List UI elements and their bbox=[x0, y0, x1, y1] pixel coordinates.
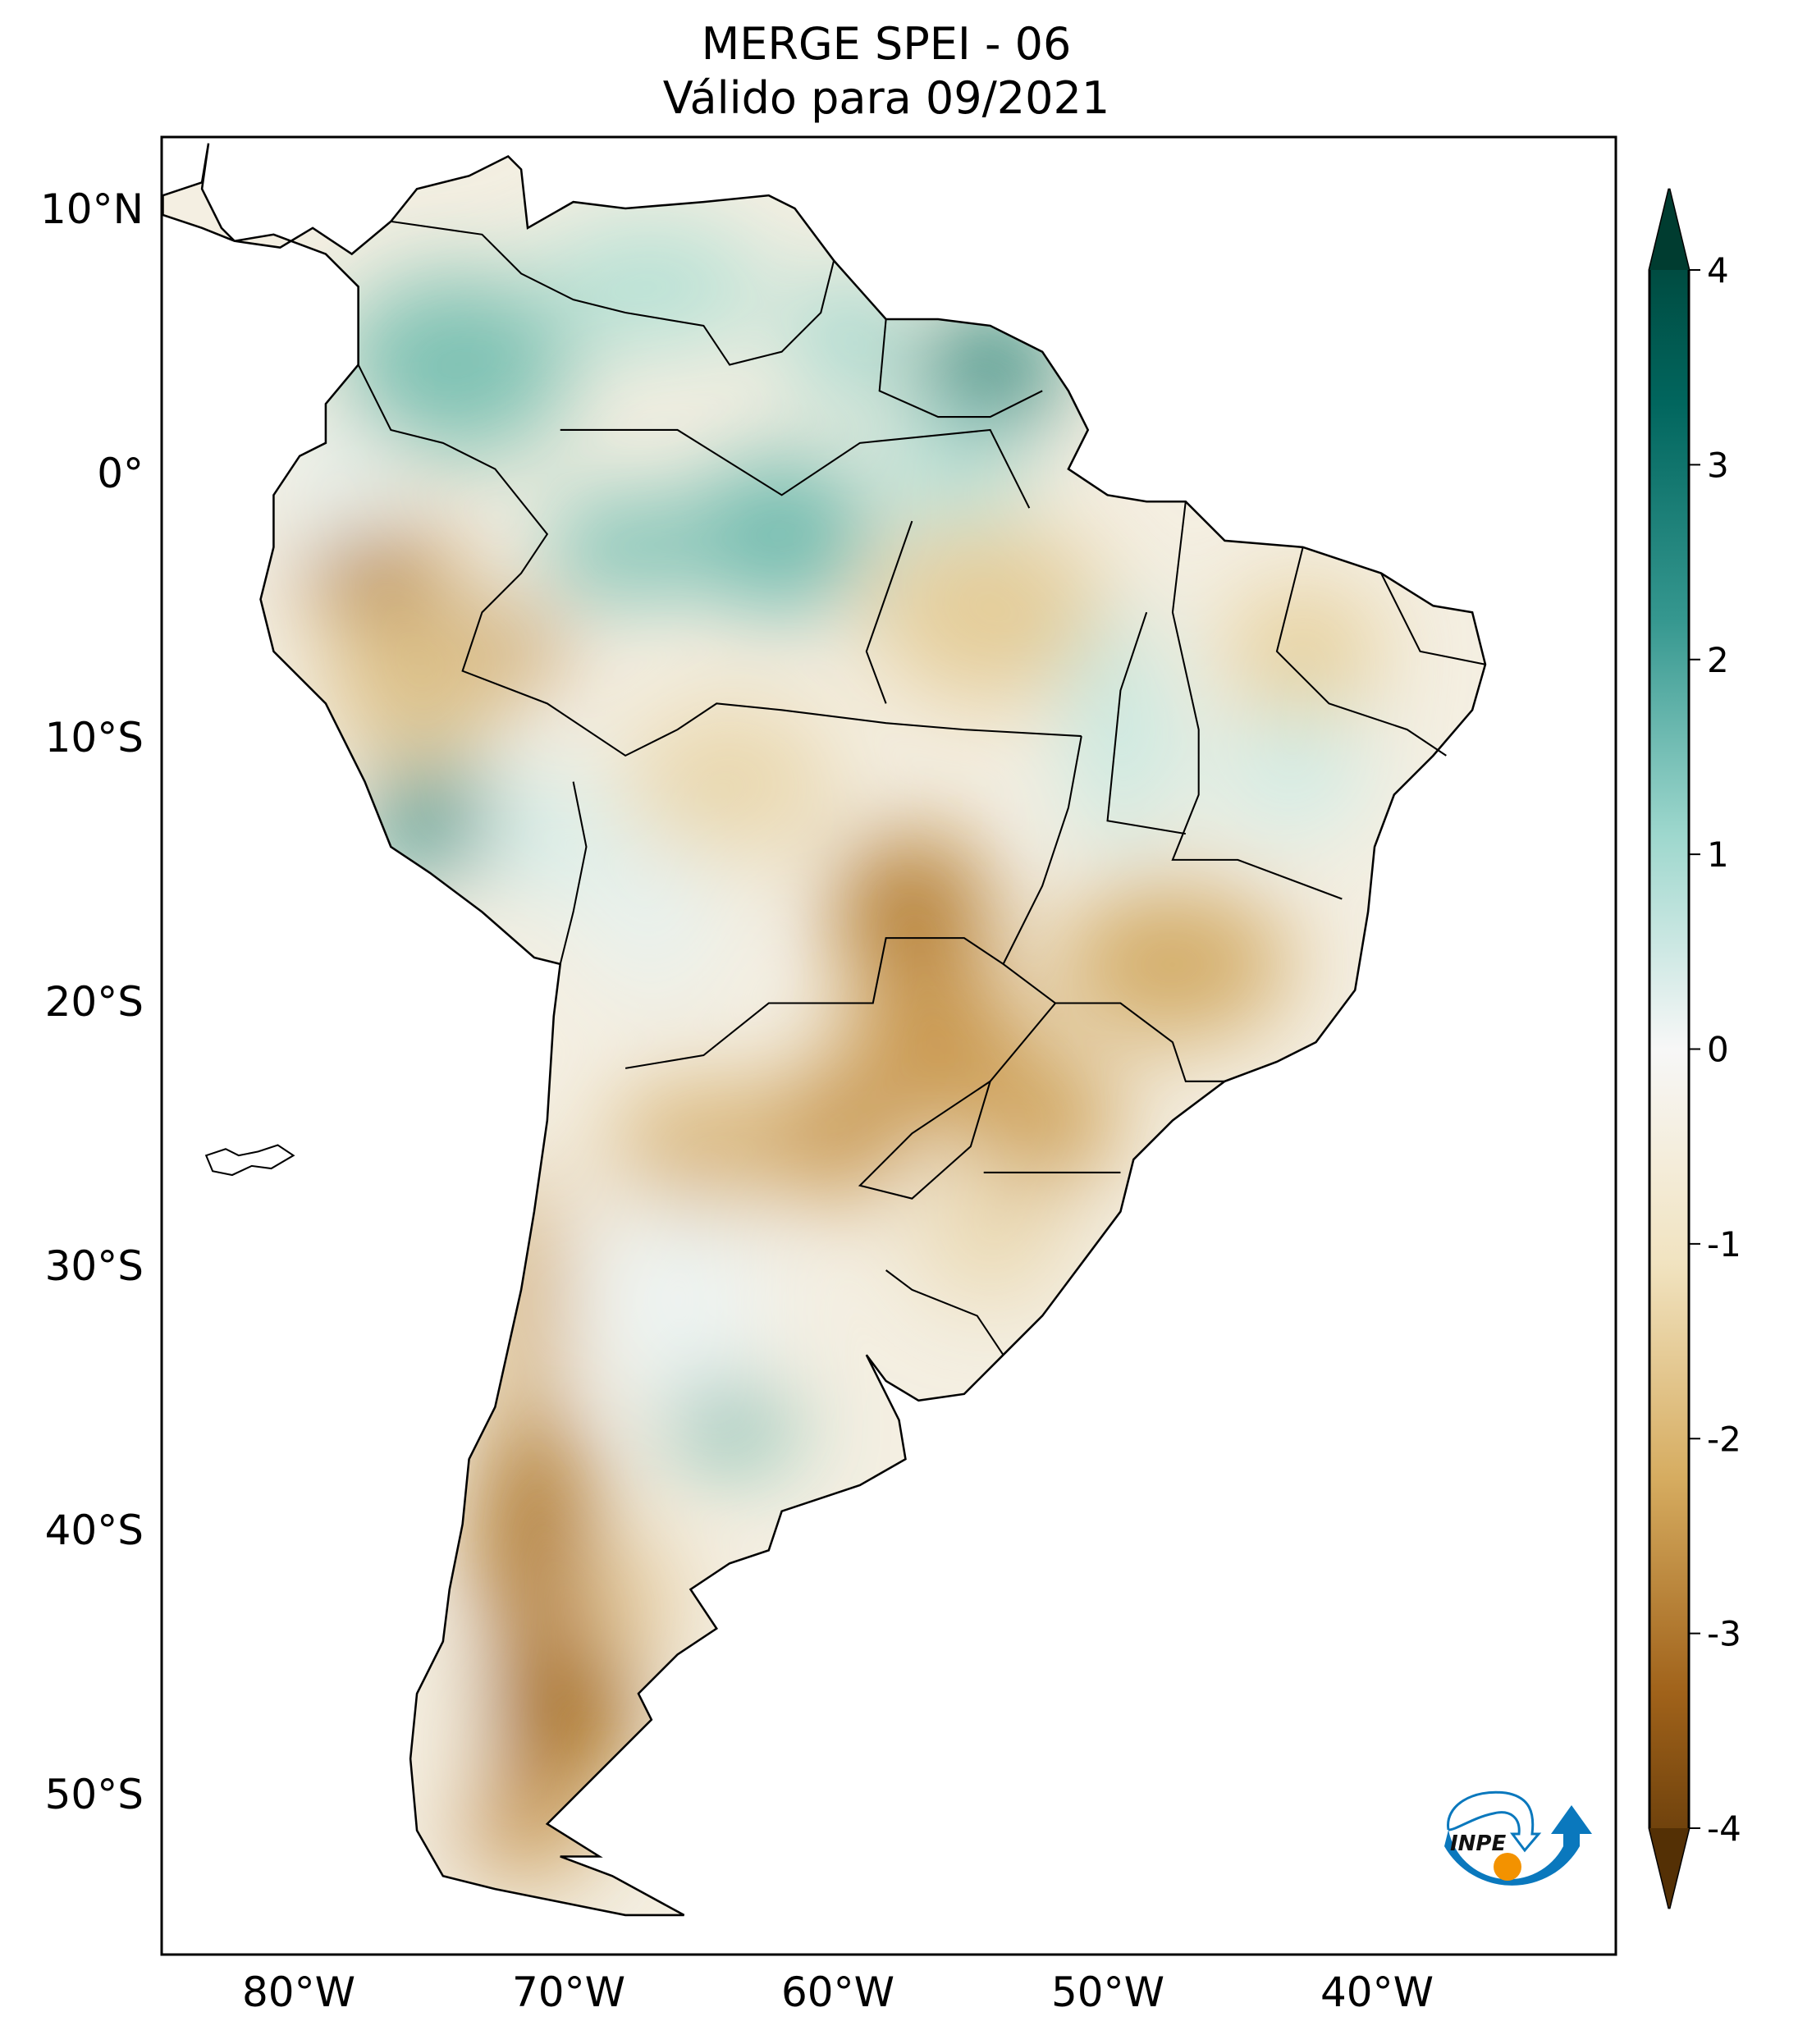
lat-tick: 10°N bbox=[40, 185, 144, 233]
colorbar-tick-label: -4 bbox=[1707, 1809, 1741, 1849]
logo-text: INPE bbox=[1450, 1831, 1506, 1856]
colorbar-tick-label: 3 bbox=[1707, 445, 1729, 485]
colorbar-tick-label: 1 bbox=[1707, 835, 1729, 875]
falkland-islands bbox=[204, 1144, 295, 1177]
lon-tick: 70°W bbox=[512, 1969, 625, 2016]
lat-tick: 40°S bbox=[45, 1507, 144, 1554]
lat-tick: 50°S bbox=[45, 1771, 144, 1818]
map-area: INPE bbox=[160, 135, 1617, 1956]
logo-arrow-icon bbox=[1444, 1805, 1592, 1886]
lon-tick: 80°W bbox=[242, 1969, 355, 2016]
colorbar-tick-label: 4 bbox=[1707, 250, 1729, 290]
colorbar-body bbox=[1648, 188, 1690, 1909]
lon-tick: 40°W bbox=[1320, 1969, 1434, 2016]
title-line-2: Válido para 09/2021 bbox=[663, 72, 1109, 124]
colorbar-tick-label: -1 bbox=[1707, 1224, 1741, 1264]
colorbar-tick-label: 0 bbox=[1707, 1030, 1729, 1070]
colorbar-extend-max bbox=[1649, 189, 1689, 270]
lat-tick: 30°S bbox=[45, 1242, 144, 1290]
lat-tick: 10°S bbox=[45, 714, 144, 761]
lon-tick: 60°W bbox=[781, 1969, 894, 2016]
lat-tick: 20°S bbox=[45, 978, 144, 1026]
political-borders bbox=[357, 220, 1486, 1356]
title-line-1: MERGE SPEI - 06 bbox=[702, 18, 1072, 70]
lat-tick: 0° bbox=[97, 450, 144, 497]
lat-tick-labels: 10°N 0° 10°S 20°S 30°S 40°S 50°S bbox=[40, 185, 144, 1818]
colorbar-tick-label: 2 bbox=[1707, 640, 1729, 680]
colorbar: 4 3 2 1 0 -1 -2 -3 -4 bbox=[1648, 188, 1741, 1909]
lon-tick-labels: 80°W 70°W 60°W 50°W 40°W bbox=[242, 1969, 1434, 2016]
colorbar-extend-min bbox=[1649, 1828, 1689, 1909]
lon-tick: 50°W bbox=[1051, 1969, 1164, 2016]
colorbar-tick-label: -3 bbox=[1707, 1614, 1741, 1654]
inpe-logo: INPE bbox=[1444, 1790, 1592, 1886]
colorbar-tick-label: -2 bbox=[1707, 1419, 1741, 1459]
logo-sun-icon bbox=[1494, 1853, 1521, 1881]
map-frame bbox=[160, 135, 1617, 1956]
